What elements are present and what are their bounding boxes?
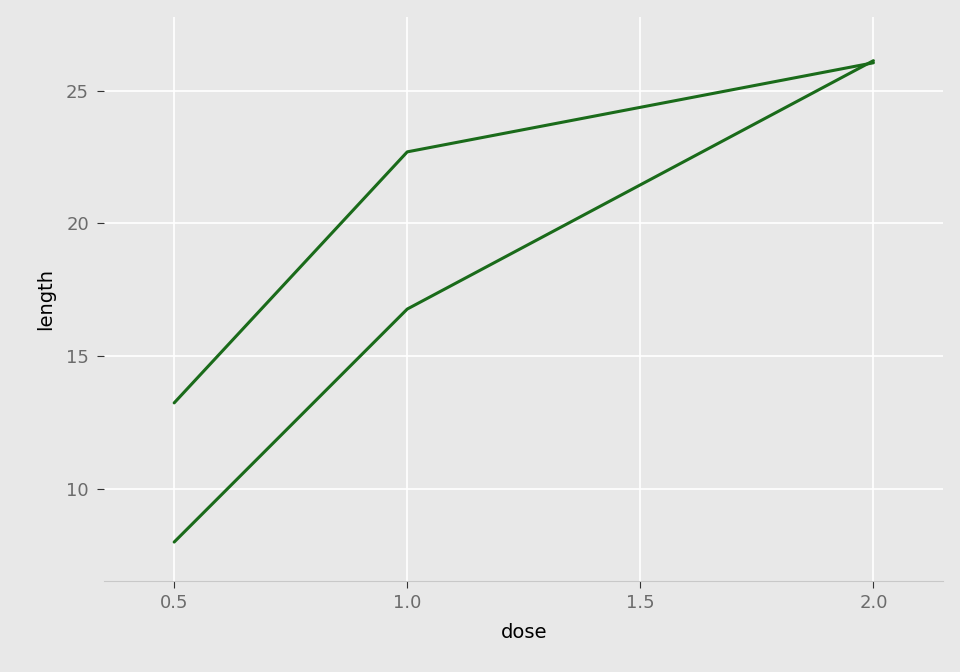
- Y-axis label: length: length: [36, 268, 55, 330]
- X-axis label: dose: dose: [500, 623, 547, 642]
